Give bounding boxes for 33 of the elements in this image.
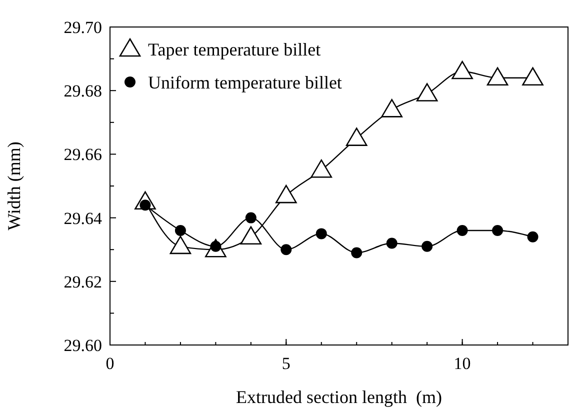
point	[240, 226, 262, 245]
y-tick-label: 29.66	[64, 145, 102, 164]
point	[486, 67, 508, 86]
x-axis-title: Extruded section length (m)	[236, 387, 442, 407]
y-tick-label: 29.70	[64, 18, 102, 37]
point	[351, 247, 362, 258]
y-tick-label: 29.60	[64, 336, 102, 355]
point	[276, 184, 297, 204]
x-tick-label: 10	[454, 354, 471, 373]
point	[492, 225, 504, 236]
legend-label: Uniform temperature billet	[148, 72, 342, 92]
point	[346, 128, 368, 146]
point	[170, 236, 192, 254]
point	[527, 231, 538, 242]
x-tick-label: 5	[282, 354, 290, 373]
point	[522, 67, 544, 86]
point	[310, 159, 332, 178]
point	[422, 240, 433, 252]
point	[452, 60, 473, 80]
y-tick-label: 29.62	[64, 272, 102, 292]
point	[381, 99, 402, 118]
point	[456, 225, 468, 236]
point	[316, 228, 327, 240]
x-tick-label: 0	[106, 354, 114, 373]
y-axis-title: Width (mm)	[4, 142, 24, 230]
point	[280, 244, 292, 256]
y-tick-label: 29.64	[64, 208, 102, 228]
point	[416, 83, 438, 102]
legend-label: Taper temperature billet	[148, 39, 321, 60]
point	[245, 212, 256, 224]
y-tick-label: 29.68	[64, 82, 102, 101]
point	[174, 225, 186, 236]
point	[386, 238, 398, 249]
